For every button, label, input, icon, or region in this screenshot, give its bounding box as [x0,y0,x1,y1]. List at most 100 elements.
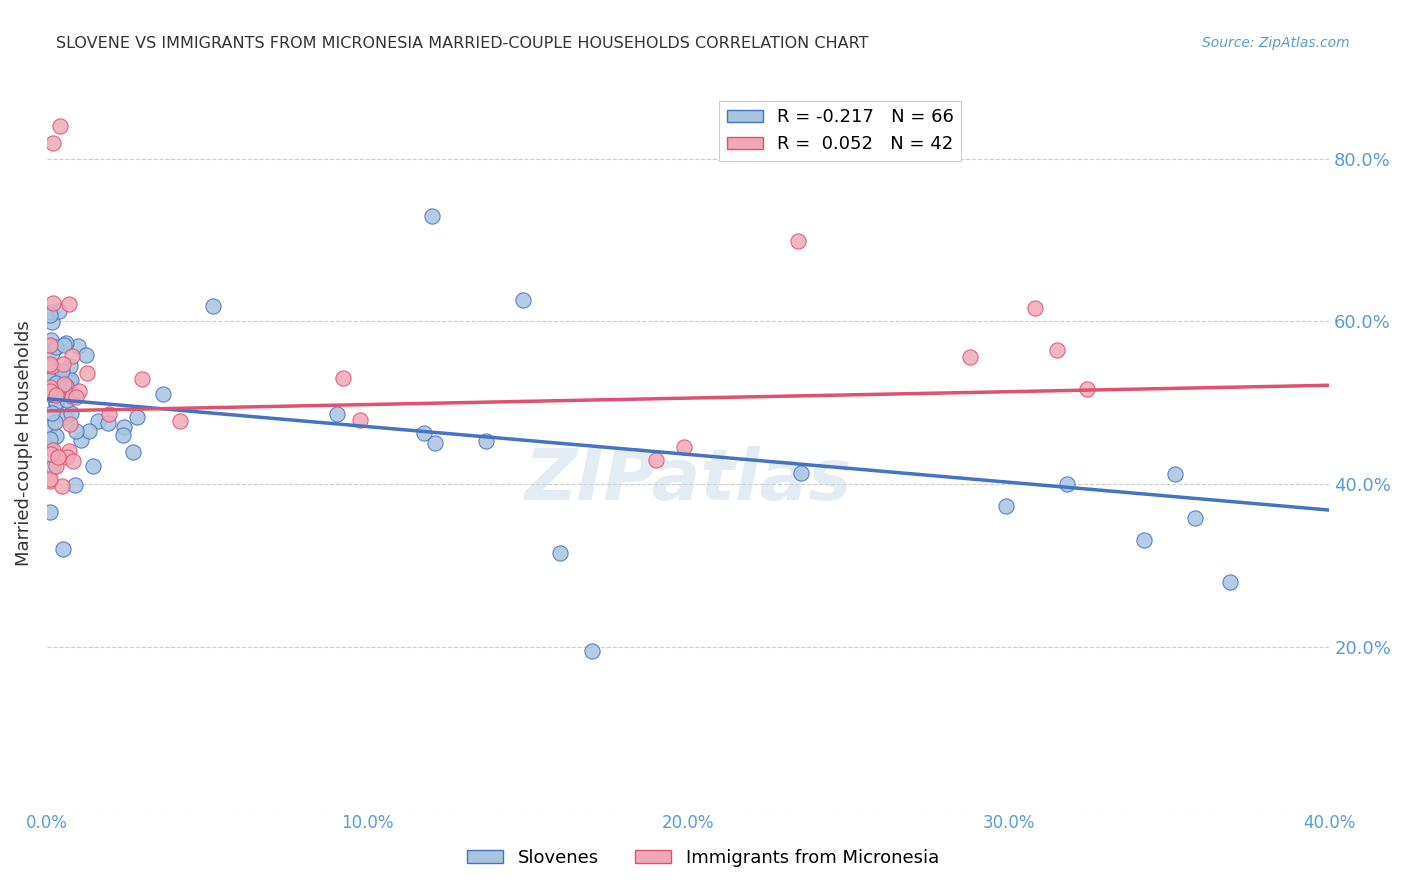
Point [51,364,73,378]
Point [39,308,62,322]
Point [48,120,70,134]
Point [53,376,76,391]
Point [326,407,349,421]
Point [39,304,62,318]
Point [55,336,77,351]
Point [122,445,145,459]
Point [349,413,371,427]
Point [673,440,696,454]
Legend: R = -0.217   N = 66, R =  0.052   N = 42: R = -0.217 N = 66, R = 0.052 N = 42 [720,101,962,161]
Y-axis label: Married-couple Households: Married-couple Households [15,320,32,566]
Point [52,357,75,371]
Point [39,472,62,486]
Point [69,434,91,448]
Point [1219,575,1241,590]
Point [425,436,447,450]
Point [65,390,87,404]
Point [332,370,354,384]
Point [42,387,65,401]
Point [59,359,82,373]
Point [420,209,443,223]
Point [39,384,62,399]
Text: ZIPatlas: ZIPatlas [524,446,852,515]
Legend: Slovenes, Immigrants from Micronesia: Slovenes, Immigrants from Micronesia [460,842,946,874]
Point [63,477,86,491]
Point [45,397,67,411]
Point [58,297,80,311]
Point [548,545,571,559]
Point [97,407,120,421]
Point [39,357,62,371]
Point [39,380,62,394]
Point [45,459,67,474]
Point [59,388,82,402]
Point [45,394,67,409]
Point [959,350,981,364]
Point [202,299,225,313]
Point [51,542,73,557]
Text: Source: ZipAtlas.com: Source: ZipAtlas.com [1202,36,1350,50]
Point [45,341,67,355]
Point [55,410,77,425]
Point [45,388,67,402]
Point [581,644,603,658]
Point [787,234,810,248]
Point [1056,477,1078,491]
Point [39,505,62,519]
Point [1046,343,1069,357]
Point [152,387,174,401]
Point [46,450,69,465]
Point [45,376,67,390]
Point [59,417,82,432]
Point [46,387,69,401]
Point [1164,467,1187,481]
Point [41,359,63,373]
Point [67,384,90,398]
Point [41,387,63,401]
Point [39,386,62,401]
Point [39,339,62,353]
Point [67,339,90,353]
Point [77,424,100,438]
Point [39,338,62,352]
Point [41,295,63,310]
Point [39,334,62,348]
Point [51,479,73,493]
Point [39,419,62,434]
Point [413,425,436,440]
Point [1024,301,1046,316]
Point [994,499,1017,513]
Point [41,372,63,386]
Point [48,375,70,389]
Point [60,373,83,387]
Point [41,406,63,420]
Point [55,378,77,392]
Point [97,416,120,430]
Point [475,434,498,449]
Point [60,389,83,403]
Point [1076,383,1098,397]
Point [56,450,79,465]
Point [1132,533,1154,547]
Point [45,429,67,443]
Point [51,372,73,386]
Point [48,303,70,318]
Point [645,452,668,467]
Point [42,460,65,475]
Point [39,447,62,461]
Point [76,366,98,380]
Point [39,432,62,446]
Point [1184,511,1206,525]
Point [59,375,82,389]
Point [59,406,82,420]
Point [41,346,63,360]
Point [125,410,148,425]
Point [39,475,62,489]
Point [42,442,65,457]
Point [512,293,534,307]
Point [87,414,110,428]
Point [112,420,135,434]
Point [131,372,153,386]
Point [65,425,87,439]
Point [53,338,76,352]
